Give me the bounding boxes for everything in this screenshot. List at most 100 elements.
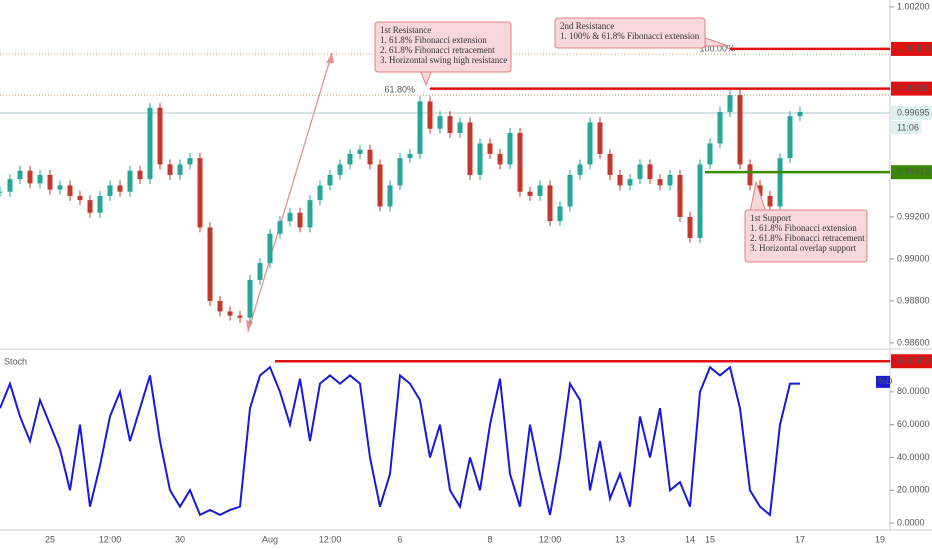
candle (617, 174, 623, 186)
candle (257, 263, 263, 280)
candle (577, 164, 583, 175)
candle (797, 111, 803, 117)
x-tick-label: 19 (875, 534, 885, 544)
y-tick-label: 40.0000 (897, 452, 930, 462)
candle (67, 185, 73, 196)
candle (597, 122, 603, 154)
candle (307, 200, 313, 228)
candle (477, 143, 483, 175)
x-tick-label: 8 (487, 534, 492, 544)
candle (37, 174, 43, 184)
y-tick-label: 0.98800 (897, 295, 930, 305)
indicator-title: Stoch (4, 356, 27, 366)
callout-box (374, 21, 512, 73)
candle (277, 221, 283, 234)
candle (77, 195, 83, 201)
level-tag (891, 165, 932, 180)
candle (347, 153, 353, 165)
level-label: 98.6680 (897, 356, 930, 366)
x-tick-label: 30 (175, 534, 185, 544)
y-tick-label: 0.0000 (897, 517, 925, 527)
y-tick-label: 0.99200 (897, 211, 930, 221)
candle (177, 164, 183, 175)
candle (367, 149, 373, 165)
candle (267, 233, 273, 264)
candle (527, 191, 533, 196)
candle (387, 185, 393, 207)
candle (727, 95, 733, 112)
candle (297, 212, 303, 228)
legend-tag (876, 375, 890, 388)
current-price-label: 0.99695 (897, 107, 930, 117)
legend-entry: %D (878, 376, 893, 386)
candle (557, 206, 563, 222)
annotation-text: 1. 61.8% Fibonacci extension (380, 35, 487, 45)
candle (467, 122, 473, 175)
candle (547, 185, 553, 222)
candle (337, 164, 343, 175)
candle (457, 122, 463, 133)
annotation-text: 2. 61.8% Fibonacci retracement (380, 45, 495, 55)
candle (317, 185, 323, 201)
level-label: 0.99811 (897, 83, 929, 93)
level-tag (891, 81, 932, 96)
candle (417, 101, 423, 154)
candle (487, 143, 493, 154)
price-tag (891, 105, 932, 120)
x-tick-label: 15 (705, 534, 715, 544)
level-label: 1.00000 (897, 43, 930, 53)
candle (677, 174, 683, 217)
candle (607, 153, 613, 175)
annotation-text: 2. 61.8% Fibonacci retracement (750, 233, 865, 243)
x-tick-label: 17 (795, 534, 805, 544)
callout-box (554, 17, 706, 49)
y-tick-label: 60.0000 (897, 419, 930, 429)
candle (87, 200, 93, 213)
candle (107, 185, 113, 196)
annotation-text: 1st Support (750, 213, 792, 223)
candle (687, 216, 693, 238)
candle (207, 227, 213, 301)
candle (127, 170, 133, 192)
candle (627, 179, 633, 186)
y-tick-label: 1.00200 (897, 1, 930, 11)
candle (427, 101, 433, 129)
candle (697, 164, 703, 238)
annotation-text: 1. 61.8% Fibonacci extension (750, 223, 857, 233)
annotation-text: 1st Resistance (380, 25, 431, 35)
callout-box (744, 209, 868, 263)
level-label: 0.99413 (897, 167, 930, 177)
candle (137, 170, 143, 180)
candle (537, 185, 543, 196)
x-tick-label: 14 (685, 534, 695, 544)
candle (27, 170, 33, 184)
candle (57, 185, 63, 190)
arrow-head (326, 53, 334, 63)
y-tick-label: 80.0000 (897, 386, 930, 396)
candle (787, 116, 793, 159)
x-tick-label: 12:00 (99, 534, 122, 544)
x-tick-label: Aug (262, 534, 278, 544)
annotation-text: 3. Horizontal overlap support (750, 243, 856, 253)
candle (117, 185, 123, 192)
x-tick-label: 6 (397, 534, 402, 544)
candle (167, 164, 173, 175)
candle (777, 158, 783, 207)
candle (217, 300, 223, 312)
y-tick-label: 0.98600 (897, 337, 930, 347)
candle (757, 185, 763, 196)
candle (247, 279, 253, 318)
candle (647, 164, 653, 180)
candle (287, 212, 293, 222)
stoch-line (0, 365, 800, 517)
arrow-tail (246, 320, 253, 332)
candle (657, 179, 663, 186)
candle (7, 179, 13, 192)
candle (717, 111, 723, 144)
candle (587, 122, 593, 165)
annotation-text: 1. 100% & 61.8% Fibonacci extension (560, 31, 700, 41)
trend-arrow (247, 52, 333, 333)
candle (497, 153, 503, 165)
fib-label: 100.00% (699, 44, 735, 54)
